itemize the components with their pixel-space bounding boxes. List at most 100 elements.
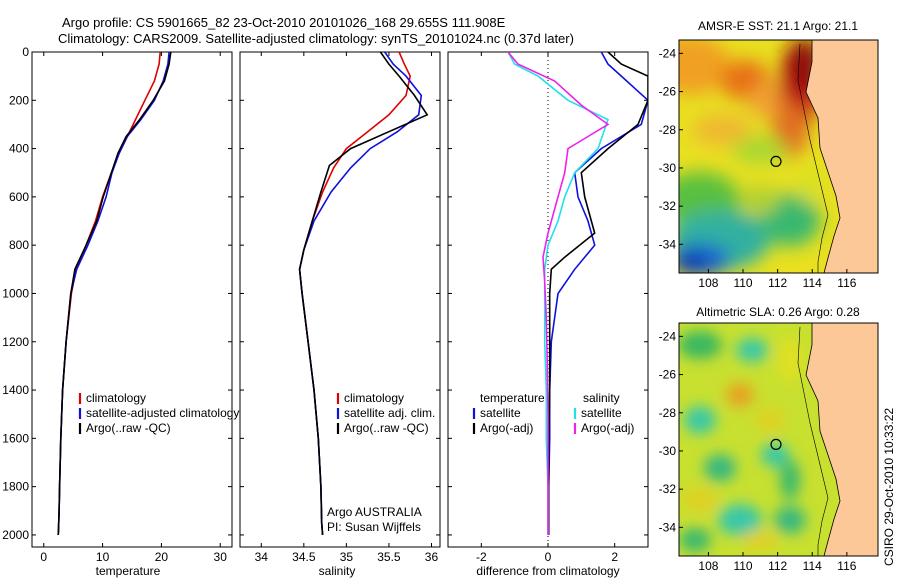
sst-coast-contour: [797, 43, 829, 273]
salinity-panel: 34 34.5 35 35.5 36 salinity climatologysatel…: [239, 51, 441, 578]
legend-label: satellite-adjusted climatology: [86, 406, 239, 420]
legend-label: satellite adj. clim.: [344, 406, 435, 420]
x-tick-label: 34: [255, 550, 269, 564]
sst-map-y-ticks: -24 -26 -28 -30 -32 -34: [659, 46, 683, 251]
map-x-tick-label: 114: [803, 276, 822, 290]
legend-header-salinity: salinity: [583, 391, 620, 405]
temperature-y-ticks: 0 200 400 600 800 1000 1200 1400 1600 1800 2000: [2, 45, 232, 542]
y-tick-label: 600: [9, 190, 29, 204]
series-line-temperature-argo-adj-: [547, 52, 648, 535]
difference-x-label: difference from climatology: [476, 564, 619, 578]
difference-series: [507, 52, 648, 547]
map-x-tick-label: 114: [803, 559, 822, 573]
legend-label: satellite: [480, 406, 521, 420]
legend-label: satellite: [581, 406, 622, 420]
salinity-plot-frame: [239, 51, 441, 548]
sla-land-mass: [805, 323, 878, 556]
sla-map-x-ticks: 108 110 112 114 116: [698, 552, 857, 573]
map-y-tick-label: -24: [659, 329, 677, 343]
y-tick-label: 800: [9, 238, 29, 252]
map-y-tick-label: -26: [659, 85, 677, 99]
temperature-x-label: temperature: [96, 564, 161, 578]
map-y-tick-label: -24: [659, 46, 677, 60]
map-y-tick-label: -34: [659, 237, 677, 251]
sst-map-frame: [678, 39, 879, 274]
temperature-series: [57, 52, 172, 535]
csiro-timestamp: CSIRO 29-Oct-2010 10:33:22: [882, 408, 896, 566]
x-tick-label: -2: [476, 550, 487, 564]
figure-title-line2: Climatology: CARS2009. Satellite-adjuste…: [58, 31, 574, 46]
sst-land-mass: [805, 40, 878, 273]
map-x-tick-label: 108: [698, 276, 718, 290]
series-line-argo-raw-qc-: [298, 52, 429, 535]
sla-map-frame: [678, 322, 879, 557]
sst-map-field: [679, 40, 878, 273]
legend-header-temperature: temperature: [480, 391, 545, 405]
legend-label: climatology: [344, 391, 404, 405]
difference-legend: temperature salinitysatelliteArgo(-adj)sa…: [472, 391, 634, 435]
principal-investigator-label: PI: Susan Wijffels: [327, 520, 421, 534]
map-y-tick-label: -32: [659, 482, 677, 496]
sla-coast-contour: [797, 326, 829, 556]
sst-argo-position-marker: [770, 155, 782, 167]
x-tick-label: 10: [96, 550, 110, 564]
difference-panel: -2 0 2 difference from climatology tempera…: [447, 51, 649, 578]
salinity-x-ticks: 34 34.5 35 35.5 36: [255, 52, 438, 564]
x-tick-label: 35: [340, 550, 354, 564]
sla-map-panel: Altimetric SLA: 0.26 Argo: 0.28: [659, 305, 879, 573]
map-x-tick-label: 110: [733, 276, 752, 290]
map-x-tick-label: 110: [733, 559, 752, 573]
y-tick-label: 0: [22, 45, 29, 59]
y-tick-label: 1400: [2, 383, 29, 397]
temperature-plot-frame: [31, 51, 233, 548]
sla-argo-position-marker: [770, 438, 782, 450]
y-tick-label: 2000: [2, 528, 29, 542]
map-y-tick-label: -30: [659, 161, 677, 175]
y-tick-label: 1200: [2, 335, 29, 349]
map-y-tick-label: -30: [659, 444, 677, 458]
salinity-series: [298, 52, 429, 535]
series-line-salinity-satellite: [507, 52, 609, 535]
series-line-argo-raw-qc-: [57, 52, 172, 535]
y-tick-label: 1000: [2, 286, 29, 300]
legend-label: Argo(-adj): [480, 421, 533, 435]
salinity-x-label: salinity: [319, 564, 356, 578]
sla-map-field: [679, 323, 878, 556]
map-y-tick-label: -26: [659, 368, 677, 382]
map-x-tick-label: 112: [768, 559, 787, 573]
map-x-tick-label: 116: [837, 559, 856, 573]
x-tick-label: 34.5: [292, 550, 316, 564]
map-y-tick-label: -28: [659, 406, 677, 420]
salinity-y-ticks: [240, 51, 440, 536]
legend-label: climatology: [86, 391, 146, 405]
temperature-x-ticks: 0 10 20 30: [40, 52, 227, 564]
legend-label: Argo(-adj): [581, 421, 634, 435]
x-tick-label: 0: [40, 550, 47, 564]
y-tick-label: 1600: [2, 431, 29, 445]
temperature-panel: 0 200 400 600 800 1000 1200 1400 1600 1800 2000 0 1…: [2, 45, 239, 578]
figure-title-line1: Argo profile: CS 5901665_82 23-Oct-2010 …: [62, 15, 506, 30]
series-line-salinity-argo-adj-: [507, 52, 610, 535]
sst-map-title: AMSR-E SST: 21.1 Argo: 21.1: [698, 19, 858, 33]
y-tick-label: 400: [9, 142, 29, 156]
y-tick-label: 1800: [2, 480, 29, 494]
map-x-tick-label: 116: [837, 276, 856, 290]
sst-map-x-ticks: 108 110 112 114 116: [698, 269, 857, 290]
sla-map-title: Altimetric SLA: 0.26 Argo: 0.28: [696, 305, 860, 319]
map-x-tick-label: 112: [768, 276, 787, 290]
sla-map-y-ticks: -24 -26 -28 -30 -32 -34: [659, 329, 683, 534]
x-tick-label: 20: [155, 550, 169, 564]
x-tick-label: 2: [611, 550, 618, 564]
difference-y-ticks: [448, 51, 648, 536]
x-tick-label: 30: [214, 550, 228, 564]
map-x-tick-label: 108: [698, 559, 718, 573]
sst-map-panel: AMSR-E SST: 21.1 Argo: 21.1: [659, 19, 879, 290]
map-y-tick-label: -32: [659, 199, 677, 213]
float-program-label: Argo AUSTRALIA: [327, 505, 422, 519]
map-y-tick-label: -28: [659, 123, 677, 137]
legend-label: Argo(..raw -QC): [344, 421, 429, 435]
legend-label: Argo(..raw -QC): [86, 421, 171, 435]
